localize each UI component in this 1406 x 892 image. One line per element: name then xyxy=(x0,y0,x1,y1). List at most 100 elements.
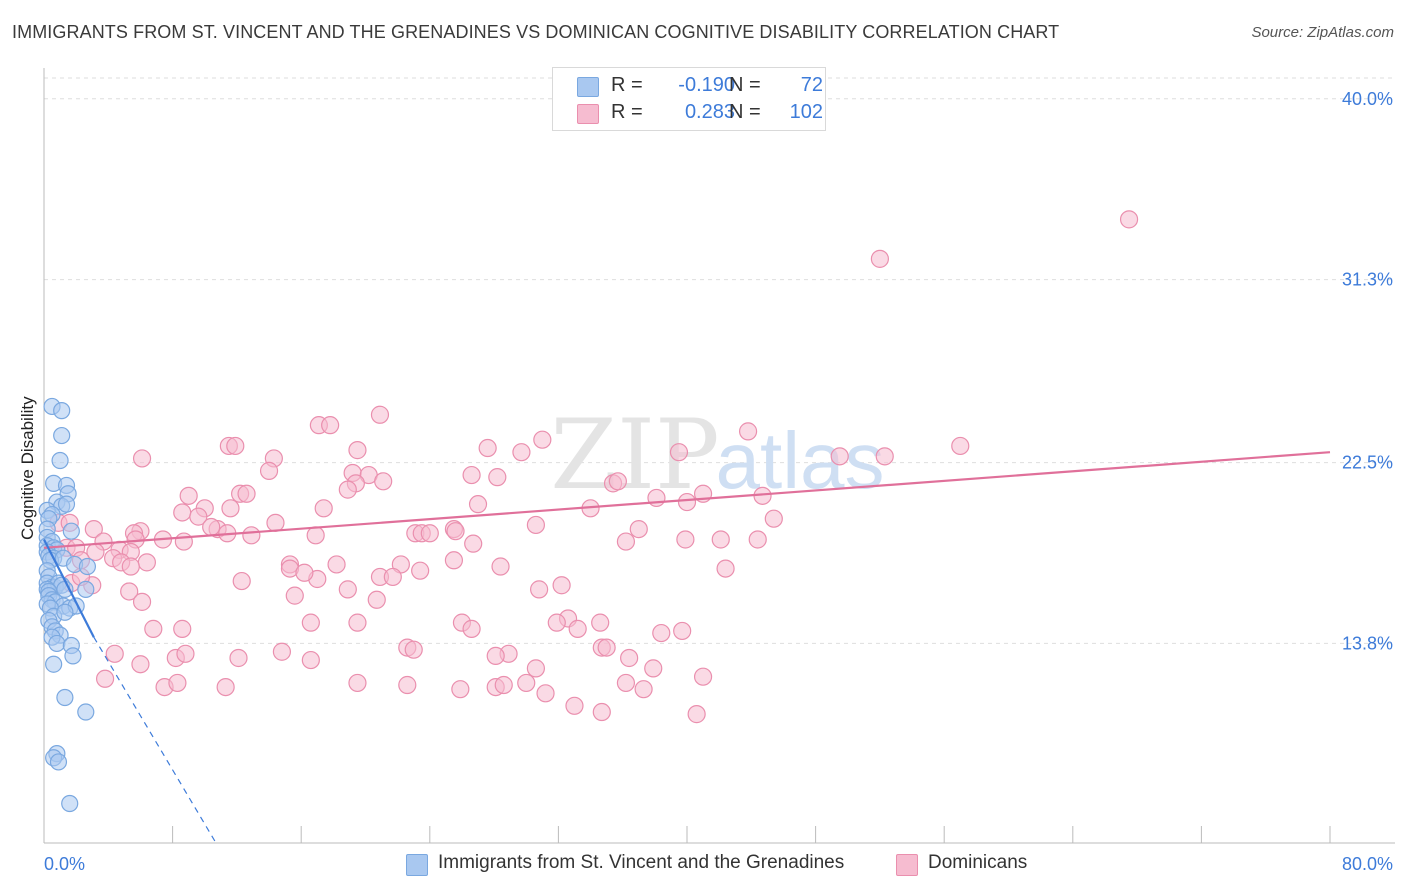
dominicans-point xyxy=(383,567,402,587)
dominicans-point xyxy=(547,613,566,632)
dominicans-point xyxy=(229,648,248,668)
dominicans-point xyxy=(121,557,140,576)
dominicans-point xyxy=(411,561,430,580)
dominicans-point xyxy=(301,613,320,632)
dominicans-point xyxy=(144,619,163,638)
dominicans-point xyxy=(168,673,187,693)
dominicans-point xyxy=(314,499,333,518)
dominicans-point xyxy=(530,580,549,599)
dominicans-point xyxy=(259,461,279,480)
dominicans-point xyxy=(830,447,849,466)
dominicans-point xyxy=(597,638,616,657)
dominicans-point xyxy=(1119,210,1139,229)
dominicans-point xyxy=(338,580,357,599)
dominicans-point xyxy=(870,249,890,268)
immigrants-point xyxy=(48,634,66,653)
dominicans-point xyxy=(616,532,636,551)
dominicans-point xyxy=(464,534,483,553)
dominicans-point xyxy=(552,576,571,595)
legend-swatch-blue xyxy=(577,77,599,97)
dominicans-point xyxy=(647,488,666,508)
dominicans-point xyxy=(216,677,235,697)
dominicans-point xyxy=(321,416,340,435)
dominicans-point xyxy=(526,515,545,535)
x-tick-label-max: 80.0% xyxy=(1342,854,1393,874)
dominicans-point xyxy=(494,675,513,695)
dominicans-point xyxy=(738,422,758,441)
dominicans-point xyxy=(533,430,552,449)
dominicans-point xyxy=(468,495,488,514)
dominicans-point xyxy=(669,443,689,462)
y-tick-label: 22.5% xyxy=(1342,453,1393,473)
dominicans-point xyxy=(272,642,292,661)
tick-labels: 13.8% 22.5% 31.3% 40.0% 0.0% 80.0% xyxy=(44,89,1393,874)
dominicans-point xyxy=(875,447,894,466)
dominicans-point xyxy=(616,673,636,693)
dominicans-point xyxy=(568,619,587,638)
immigrants-point xyxy=(77,703,95,721)
r-label: R = xyxy=(611,101,643,123)
r-value: -0.190 xyxy=(678,74,735,96)
immigrants-point xyxy=(45,655,63,673)
dominicans-point xyxy=(478,438,497,458)
dominicans-point xyxy=(131,655,150,674)
series-legend: Immigrants from St. Vincent and the Gren… xyxy=(0,852,1406,878)
dominicans-point xyxy=(367,590,386,609)
dominicans-point xyxy=(348,441,367,460)
dominicans-point xyxy=(512,443,531,462)
dominicans-point xyxy=(526,659,545,678)
dominicans-point xyxy=(711,530,730,549)
dominicans-point xyxy=(285,586,304,605)
dominicans-point xyxy=(644,659,663,678)
dominicans-point xyxy=(173,503,192,522)
n-label: N = xyxy=(729,101,761,123)
stats-legend: R = -0.190 N = 72 R = 0.283 N = 102 xyxy=(552,67,826,131)
dominicans-point xyxy=(301,650,320,670)
dominicans-point xyxy=(95,669,115,688)
dominicans-point xyxy=(451,680,470,699)
immigrants-trend-line xyxy=(43,538,95,638)
legend-label: Immigrants from St. Vincent and the Gren… xyxy=(438,852,845,873)
dominicans-point xyxy=(84,520,103,539)
dominicans-point xyxy=(105,644,124,663)
dominicans-point xyxy=(591,613,610,632)
immigrants-point xyxy=(78,557,97,576)
dominicans-point xyxy=(488,468,507,487)
dominicans-point xyxy=(676,530,695,549)
dominicans-point xyxy=(348,613,367,632)
dominicans-point xyxy=(491,557,510,576)
dominicans-point xyxy=(951,436,970,456)
dominicans-point xyxy=(221,499,240,518)
dominicans-point xyxy=(266,513,285,532)
axis-layer xyxy=(43,68,1395,844)
immigrants-point xyxy=(57,495,76,513)
immigrants-point xyxy=(53,402,71,420)
y-axis-label: Cognitive Disability xyxy=(18,396,37,540)
immigrants-point xyxy=(64,647,82,665)
dominicans-point xyxy=(242,526,261,545)
dominicans-point xyxy=(446,522,465,541)
dominicans-point xyxy=(764,509,783,528)
source-label: Source: ZipAtlas.com xyxy=(1251,24,1394,41)
dominicans-point xyxy=(748,530,767,549)
dominicans-point xyxy=(486,646,505,666)
legend-swatch-pink xyxy=(577,104,599,124)
immigrants-point xyxy=(62,522,80,540)
dominicans-point xyxy=(174,532,193,551)
y-tick-label: 40.0% xyxy=(1342,89,1393,109)
dominicans-point xyxy=(398,675,417,695)
dominicans-point xyxy=(176,644,195,663)
dominicans-point xyxy=(620,648,639,668)
dominicans-point xyxy=(404,640,423,659)
x-tick-label-min: 0.0% xyxy=(44,854,85,874)
chart-title: IMMIGRANTS FROM ST. VINCENT AND THE GREN… xyxy=(12,22,1060,42)
dominicans-point xyxy=(202,517,221,537)
dominicans-point xyxy=(137,553,156,572)
trend-layer xyxy=(43,451,1331,844)
immigrants-trend-extension xyxy=(93,636,217,844)
dominicans-point xyxy=(517,673,536,693)
dominicans-point xyxy=(226,436,245,456)
dominicans-point xyxy=(370,405,390,424)
dominicans-point xyxy=(462,465,481,485)
